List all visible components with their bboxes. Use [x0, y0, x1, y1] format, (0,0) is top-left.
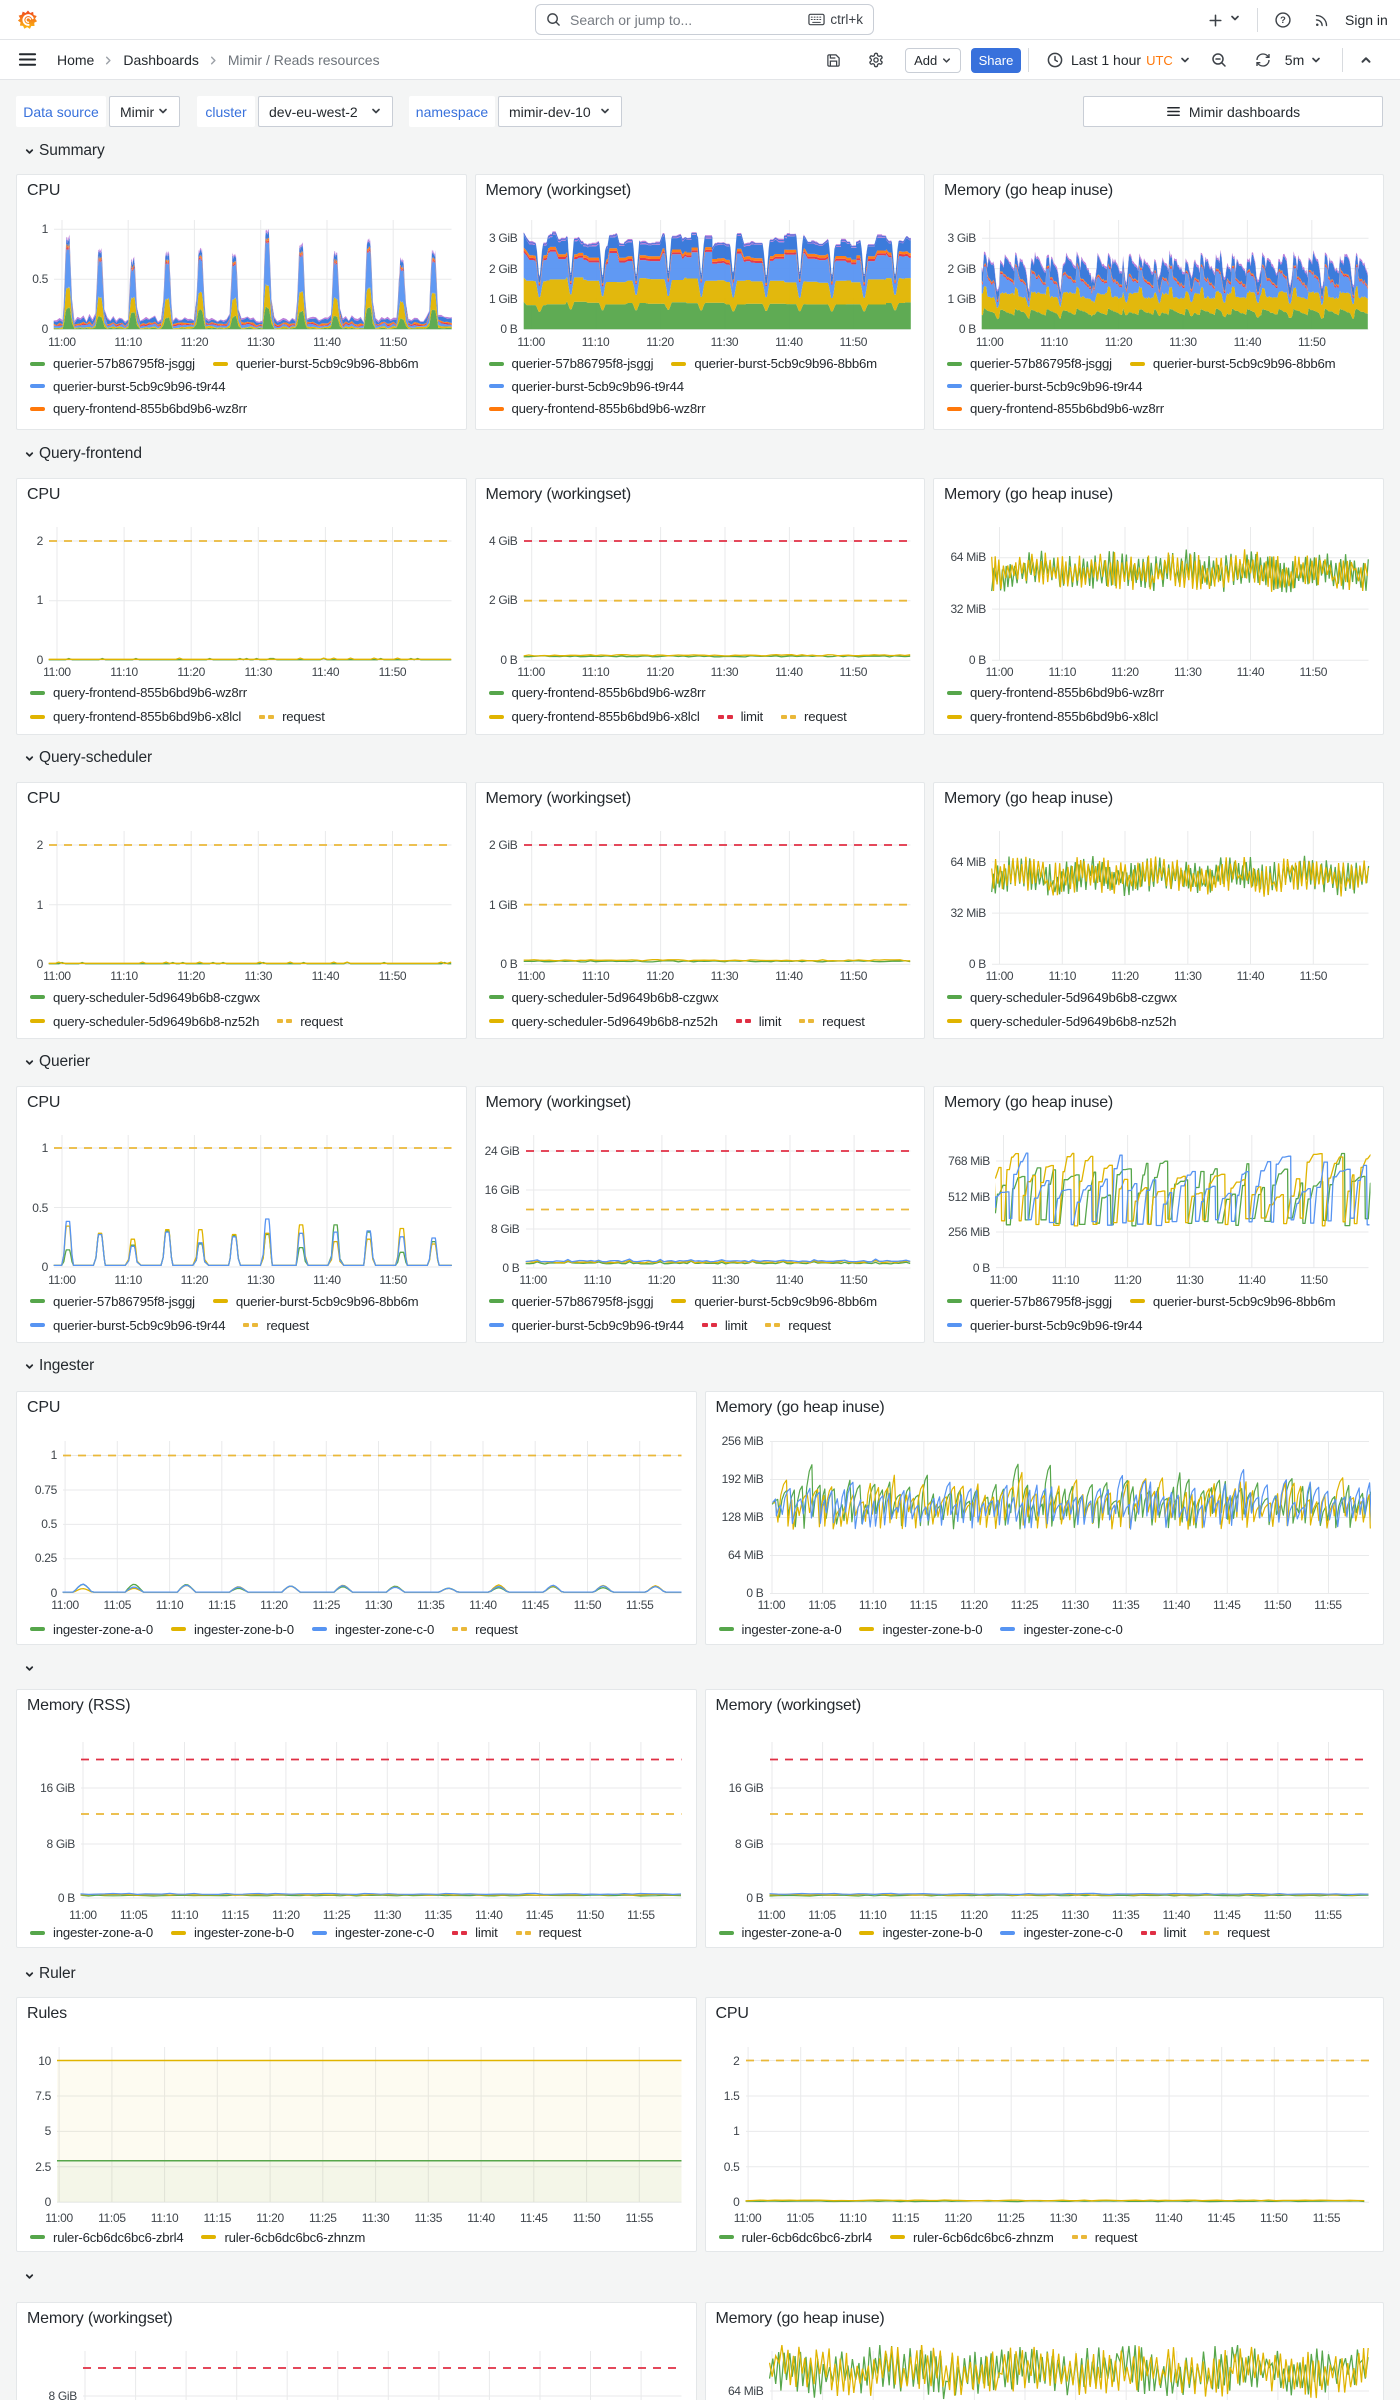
- svg-text:?: ?: [1280, 15, 1286, 25]
